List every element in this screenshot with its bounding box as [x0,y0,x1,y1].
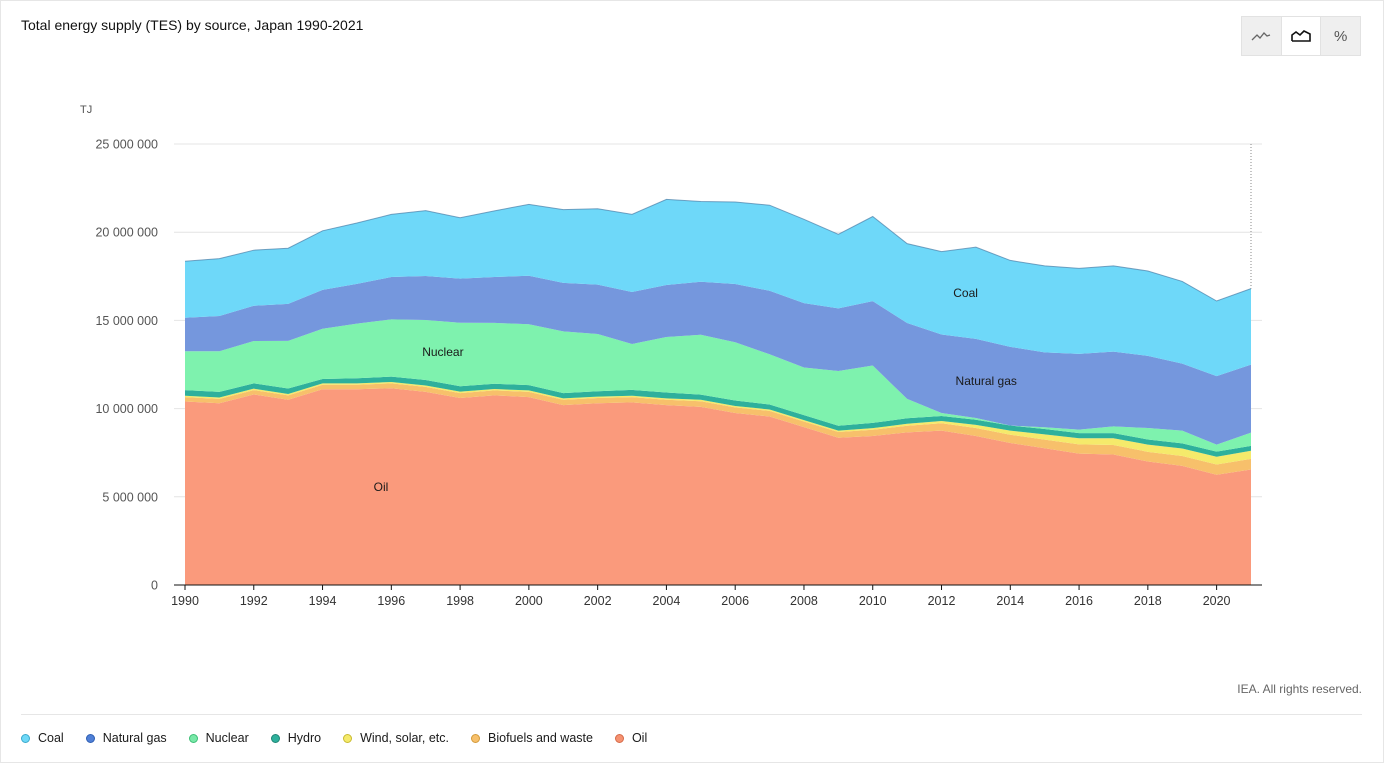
axes: TJ 0 5 000 000 10 000 000 15 000 000 20 000 0… [80,104,1262,608]
x-tick-label: 2004 [653,594,681,608]
legend-label: Nuclear [205,731,249,745]
x-tick-label: 2012 [928,594,956,608]
legend-swatch [188,733,198,743]
legend-label: Wind, solar, etc. [360,731,450,745]
x-tick-label: 1992 [240,594,268,608]
stacked-area-view-button[interactable] [1280,17,1321,55]
x-tick-label: 2018 [1134,594,1162,608]
line-chart-icon [1251,32,1271,41]
legend-swatch [85,733,95,743]
y-tick-label: 0 [151,579,158,593]
stacked-area-icon [1291,30,1311,42]
x-tick-label: 2020 [1203,594,1231,608]
y-tick-label: 25 000 000 [95,138,158,152]
total-outline [184,198,1252,302]
copyright-note: IEA. All rights reserved. [1237,682,1362,696]
legend-item[interactable]: Biofuels and waste [471,731,593,745]
y-tick-label: 10 000 000 [95,402,158,416]
area-labels: Oil Nuclear Natural gas Coal [374,286,1017,494]
legend-item[interactable]: Coal [21,731,64,745]
area-label-coal: Coal [953,286,978,300]
percent-icon: % [1334,27,1348,45]
area-natural-gas[interactable] [185,275,1251,445]
legend-item[interactable]: Hydro [270,731,322,745]
area-label-nuclear: Nuclear [422,345,463,359]
legend-swatch [471,733,481,743]
legend: Coal Natural gas Nuclear Hydro Wind, solar, … [21,731,669,745]
legend-label: Biofuels and waste [488,731,593,745]
percent-view-button[interactable]: % [1320,17,1361,55]
x-tick-label: 2010 [859,594,887,608]
x-tick-label: 1996 [377,594,405,608]
legend-item[interactable]: Nuclear [188,731,249,745]
legend-swatch [270,733,280,743]
legend-swatch [614,733,624,743]
legend-item[interactable]: Natural gas [85,731,167,745]
legend-label: Hydro [287,731,322,745]
x-tick-label: 1994 [309,594,337,608]
line-view-button[interactable] [1242,17,1281,55]
x-tick-label: 2000 [515,594,543,608]
y-tick-label: 15 000 000 [95,314,158,328]
area-label-oil: Oil [374,480,389,494]
legend-divider [21,714,1362,715]
area-label-natural-gas: Natural gas [956,374,1017,388]
y-tick-label: 5 000 000 [102,490,158,504]
x-tick-label: 2002 [584,594,612,608]
legend-label: Natural gas [102,731,167,745]
x-tick-label: 2008 [790,594,818,608]
area-coal[interactable] [185,199,1251,377]
legend-label: Coal [38,731,64,745]
x-tick-label: 1998 [446,594,474,608]
chart-view-toggle: % [1241,16,1361,56]
x-tick-label: 2006 [721,594,749,608]
legend-swatch [343,733,353,743]
x-tick-label: 1990 [171,594,199,608]
chart-title: Total energy supply (TES) by source, Jap… [21,17,364,33]
y-tick-label: 20 000 000 [95,226,158,240]
area-nuclear[interactable] [185,319,1251,452]
legend-item[interactable]: Wind, solar, etc. [343,731,449,745]
x-tick-label: 2014 [996,594,1024,608]
y-unit-label: TJ [80,104,92,116]
area-oil[interactable] [185,388,1251,585]
legend-label: Oil [631,731,648,745]
legend-swatch [21,733,30,743]
area-series [184,144,1252,585]
legend-item[interactable]: Oil [614,731,648,745]
x-tick-label: 2016 [1065,594,1093,608]
